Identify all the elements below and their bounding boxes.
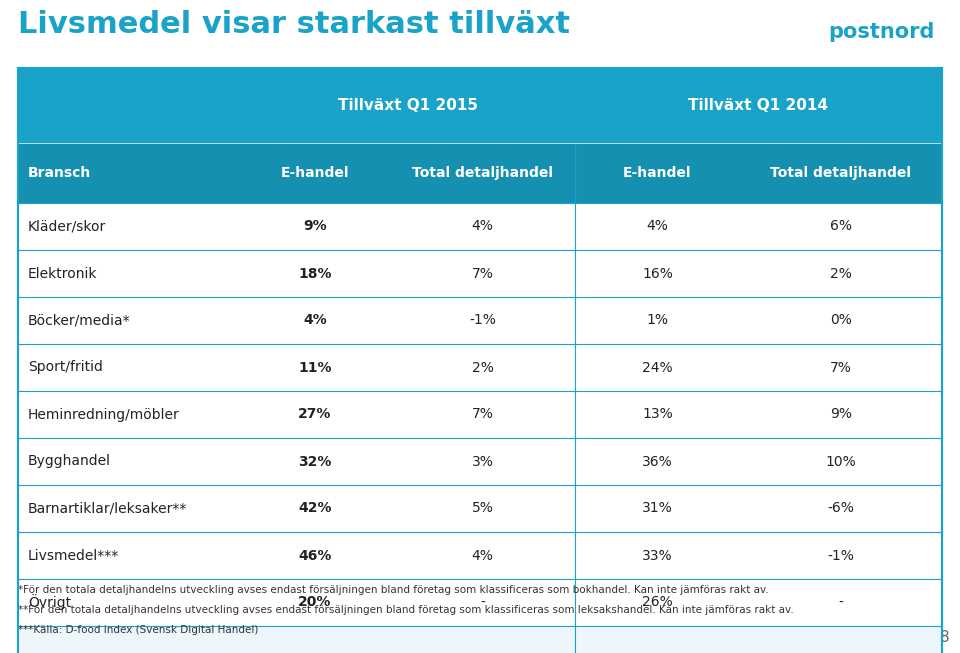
Text: 0%: 0% <box>830 313 852 328</box>
Text: Sport/fritid: Sport/fritid <box>28 360 103 375</box>
Polygon shape <box>18 626 942 653</box>
Text: Böcker/media*: Böcker/media* <box>28 313 131 328</box>
Polygon shape <box>18 203 942 250</box>
Text: 26%: 26% <box>642 596 673 609</box>
Polygon shape <box>18 579 942 626</box>
Text: 4%: 4% <box>471 549 493 562</box>
Polygon shape <box>18 250 942 297</box>
Text: Total detaljhandel: Total detaljhandel <box>412 166 553 180</box>
Text: 33%: 33% <box>642 549 673 562</box>
Text: Tillväxt Q1 2015: Tillväxt Q1 2015 <box>338 98 477 113</box>
Text: Total detaljhandel: Total detaljhandel <box>771 166 911 180</box>
Text: Livsmedel visar starkast tillväxt: Livsmedel visar starkast tillväxt <box>18 10 570 39</box>
Text: 32%: 32% <box>299 454 332 468</box>
Text: -: - <box>480 596 485 609</box>
Text: 7%: 7% <box>830 360 852 375</box>
Text: 24%: 24% <box>642 360 673 375</box>
Text: 3%: 3% <box>471 454 493 468</box>
Text: E-handel: E-handel <box>623 166 692 180</box>
Text: 16%: 16% <box>642 266 673 281</box>
Polygon shape <box>18 485 942 532</box>
Text: 20%: 20% <box>299 596 332 609</box>
Polygon shape <box>18 344 942 391</box>
Text: -1%: -1% <box>828 549 854 562</box>
Text: **För den totala detaljhandelns utveckling avses endast försäljningen bland före: **För den totala detaljhandelns utveckli… <box>18 605 794 615</box>
Text: Livsmedel***: Livsmedel*** <box>28 549 119 562</box>
Text: ***Källa: D-food index (Svensk Digital Handel): ***Källa: D-food index (Svensk Digital H… <box>18 625 258 635</box>
Text: 46%: 46% <box>299 549 332 562</box>
Text: 2%: 2% <box>471 360 493 375</box>
Text: Elektronik: Elektronik <box>28 266 98 281</box>
Text: 9%: 9% <box>830 407 852 421</box>
Text: 18%: 18% <box>299 266 332 281</box>
Text: 7%: 7% <box>471 266 493 281</box>
Text: 10%: 10% <box>826 454 856 468</box>
Text: 36%: 36% <box>642 454 673 468</box>
Text: Heminredning/möbler: Heminredning/möbler <box>28 407 180 421</box>
Text: Kläder/skor: Kläder/skor <box>28 219 107 234</box>
Text: 4%: 4% <box>471 219 493 234</box>
Text: Bygghandel: Bygghandel <box>28 454 111 468</box>
Text: 7%: 7% <box>471 407 493 421</box>
Polygon shape <box>18 143 942 203</box>
Text: Övrigt: Övrigt <box>28 594 71 611</box>
Text: 13%: 13% <box>642 407 673 421</box>
Text: 27%: 27% <box>299 407 332 421</box>
Text: -1%: -1% <box>469 313 496 328</box>
Text: Tillväxt Q1 2014: Tillväxt Q1 2014 <box>688 98 828 113</box>
Text: 9%: 9% <box>303 219 326 234</box>
Text: 11%: 11% <box>299 360 332 375</box>
Text: E-handel: E-handel <box>280 166 349 180</box>
Text: 4%: 4% <box>303 313 326 328</box>
Text: *För den totala detaljhandelns utveckling avses endast försäljningen bland föret: *För den totala detaljhandelns utvecklin… <box>18 585 769 595</box>
Polygon shape <box>18 532 942 579</box>
Text: 5%: 5% <box>471 502 493 515</box>
Text: 2%: 2% <box>830 266 852 281</box>
Polygon shape <box>18 297 942 344</box>
Text: 8: 8 <box>941 630 950 645</box>
Text: -: - <box>839 596 844 609</box>
Text: Barnartiklar/leksaker**: Barnartiklar/leksaker** <box>28 502 187 515</box>
Text: 6%: 6% <box>830 219 852 234</box>
Text: 1%: 1% <box>646 313 668 328</box>
Text: -6%: -6% <box>828 502 854 515</box>
Polygon shape <box>18 391 942 438</box>
Polygon shape <box>18 68 942 143</box>
Text: 31%: 31% <box>642 502 673 515</box>
Text: Bransch: Bransch <box>28 166 91 180</box>
Polygon shape <box>18 438 942 485</box>
Text: 4%: 4% <box>647 219 668 234</box>
Text: postnord: postnord <box>828 22 935 42</box>
Text: 42%: 42% <box>299 502 332 515</box>
